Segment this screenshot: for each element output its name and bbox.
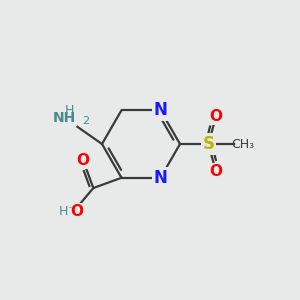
Text: H: H <box>59 205 68 218</box>
Text: N: N <box>154 169 167 187</box>
Text: O: O <box>209 164 222 179</box>
Text: S: S <box>202 135 214 153</box>
Text: CH₃: CH₃ <box>231 137 254 151</box>
Text: N: N <box>154 101 167 119</box>
Text: ⁻: ⁻ <box>67 205 73 215</box>
Text: H: H <box>65 104 75 117</box>
Text: O: O <box>209 109 222 124</box>
Text: O: O <box>70 204 83 219</box>
Text: O: O <box>77 153 90 168</box>
Text: 2: 2 <box>82 116 89 126</box>
Text: NH: NH <box>53 111 76 125</box>
